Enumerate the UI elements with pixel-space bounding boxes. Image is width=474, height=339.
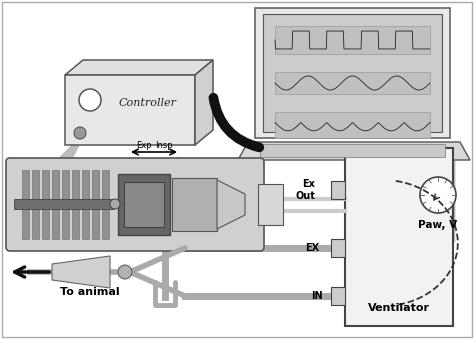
Text: Paw, V̇: Paw, V̇ (419, 220, 457, 230)
Polygon shape (65, 60, 213, 75)
Bar (22, 170, 29, 239)
Bar (102, 170, 109, 239)
Bar (275, 26, 430, 54)
Circle shape (74, 127, 86, 139)
Circle shape (420, 177, 456, 213)
Polygon shape (238, 142, 470, 160)
Text: IN: IN (311, 291, 323, 301)
Bar (52, 170, 59, 239)
Polygon shape (217, 180, 245, 229)
Bar (255, 8, 450, 138)
Text: To animal: To animal (60, 287, 119, 297)
FancyBboxPatch shape (6, 158, 264, 251)
Circle shape (118, 265, 132, 279)
Bar (331, 239, 345, 257)
Bar (72, 170, 79, 239)
Text: EX: EX (305, 243, 319, 253)
FancyArrowPatch shape (213, 98, 259, 147)
Bar (124, 182, 164, 227)
Bar (14, 199, 114, 209)
Circle shape (110, 199, 120, 209)
Bar (92, 170, 99, 239)
Bar (331, 181, 345, 199)
Bar (275, 112, 430, 138)
Text: Controller: Controller (119, 98, 177, 108)
Bar (32, 170, 39, 239)
Bar (258, 184, 283, 225)
Text: Ventilator: Ventilator (368, 303, 430, 313)
Bar (263, 14, 442, 132)
Polygon shape (195, 60, 213, 145)
Bar (172, 178, 217, 231)
Bar (82, 170, 89, 239)
Bar (118, 174, 170, 235)
Bar (331, 287, 345, 305)
Text: Insp: Insp (155, 141, 173, 150)
Polygon shape (52, 256, 110, 288)
Text: Ex
Out: Ex Out (295, 179, 315, 201)
Bar (275, 72, 430, 94)
Bar (345, 148, 453, 326)
Bar (62, 170, 69, 239)
Circle shape (79, 89, 101, 111)
Bar (65, 75, 195, 145)
Bar (42, 170, 49, 239)
Text: Exp: Exp (136, 141, 152, 150)
Bar (260, 144, 445, 157)
